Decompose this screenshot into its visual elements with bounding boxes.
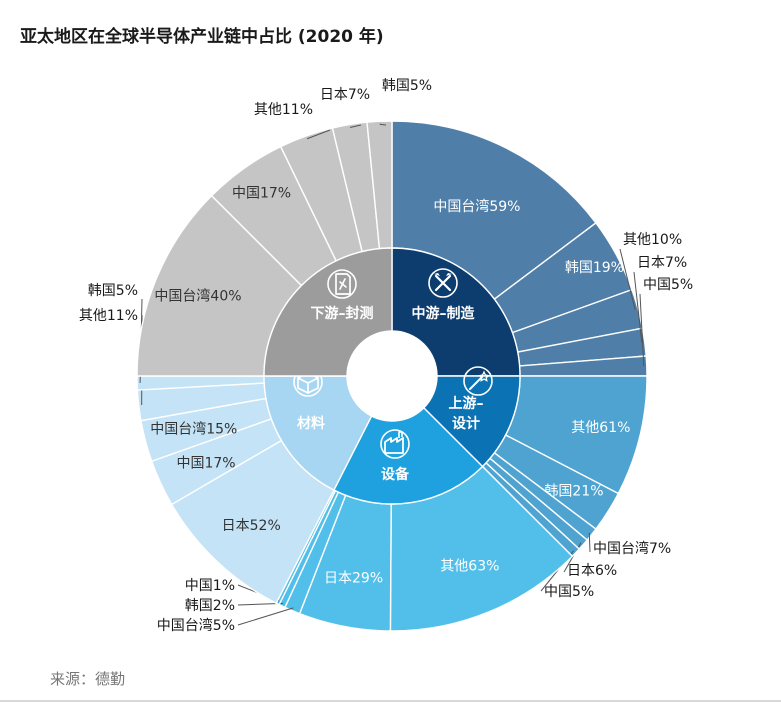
slice-label: 日本7%: [637, 255, 687, 271]
slice-label: 中国台湾7%: [593, 540, 671, 557]
leader-line: [633, 271, 643, 343]
leader-line: [588, 532, 591, 553]
slice-label: 中国17%: [176, 455, 235, 471]
slice-label: 中国台湾40%: [154, 288, 241, 305]
tools-icon: [434, 273, 452, 292]
slice-label: 韩国19%: [565, 260, 624, 276]
slice-label: 韩国5%: [382, 78, 432, 94]
slice-label: 其他61%: [571, 420, 630, 436]
donut-hole: [347, 331, 437, 421]
slice-label: 日本7%: [320, 87, 370, 103]
slice-label: 其他63%: [440, 559, 499, 575]
category-label: 下游–封测: [311, 305, 374, 322]
slice-label: 日本6%: [567, 563, 617, 579]
slice-label: 其他11%: [79, 308, 138, 324]
leader-line: [237, 607, 294, 626]
slice-label: 日本52%: [222, 518, 281, 534]
category-label: 上游–: [449, 395, 484, 412]
slice-label: 韩国2%: [185, 598, 235, 614]
icon-ring: [327, 269, 357, 299]
factory-icon: [384, 431, 404, 454]
slice-label: 中国台湾59%: [433, 198, 520, 215]
leader-line: [639, 293, 645, 367]
leader-line: [379, 123, 387, 126]
leader-line: [350, 124, 362, 128]
leader-line: [619, 248, 636, 310]
slice-label: 韩国5%: [88, 283, 138, 299]
slice-label: 日本29%: [324, 570, 383, 586]
slice-label: 中国1%: [185, 578, 235, 594]
bottom-divider: [0, 700, 781, 702]
icon-ring: [428, 268, 458, 298]
slice-label: 其他10%: [623, 232, 682, 248]
category-label: 材料: [297, 415, 325, 432]
category-label: 中游–制造: [412, 305, 475, 322]
slice-label: 中国5%: [643, 277, 693, 293]
category-label: 设计: [452, 415, 480, 432]
chart-title: 亚太地区在全球半导体产业链中占比 (2020 年): [20, 27, 384, 47]
slice-label: 中国17%: [232, 186, 291, 202]
slice-label: 中国5%: [544, 584, 594, 600]
slice-label: 韩国21%: [544, 483, 603, 499]
icon-ring: [463, 366, 493, 396]
icon-ring: [380, 429, 410, 459]
source-note: 来源：德勤: [50, 670, 126, 688]
category-label: 设备: [381, 466, 410, 483]
wand-icon: [469, 370, 490, 390]
slice-label: 中国台湾5%: [157, 617, 235, 634]
slice-label: 中国台湾15%: [150, 420, 237, 437]
slice-label: 其他11%: [254, 102, 313, 118]
chip-icon: [335, 273, 351, 295]
leader-line: [306, 129, 331, 140]
